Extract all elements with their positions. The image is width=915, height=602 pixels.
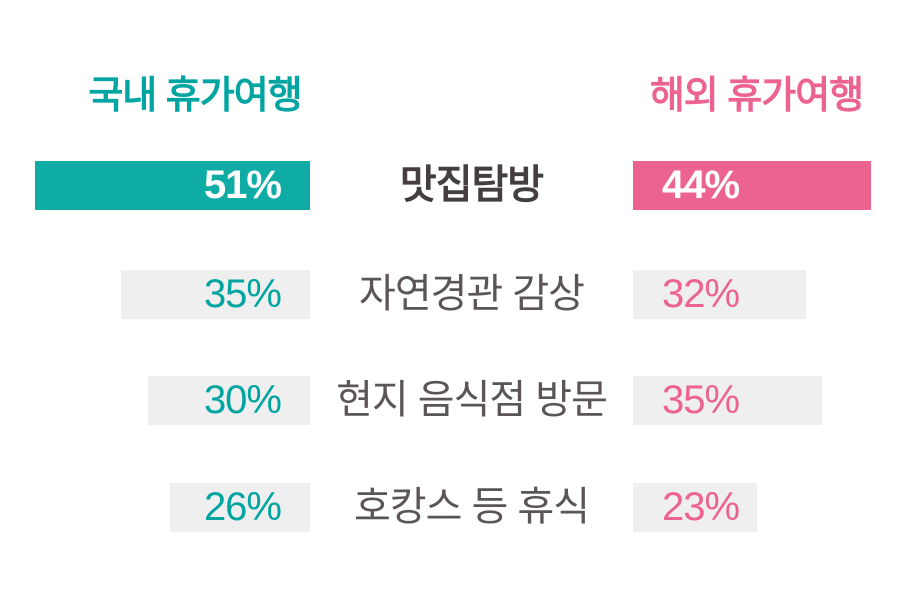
bar-domestic: 30% (148, 376, 310, 425)
category-label: 호캉스 등 휴식 (353, 485, 590, 529)
bar-overseas: 23% (633, 483, 757, 532)
bar-domestic: 26% (170, 483, 310, 532)
bar-value-overseas: 35% (662, 378, 740, 422)
bar-domestic: 35% (121, 270, 310, 319)
bar-value-domestic: 51% (203, 163, 282, 207)
bar-value-domestic: 26% (203, 485, 282, 529)
category-label: 자연경관 감상 (359, 272, 585, 316)
bar-value-overseas: 23% (662, 485, 740, 529)
bar-value-overseas: 44% (662, 163, 740, 207)
category-label: 맛집탐방 (399, 163, 544, 207)
bar-domestic: 51% (35, 161, 310, 210)
category-label: 현지 음식점 방문 (336, 378, 608, 422)
bar-value-domestic: 30% (203, 378, 282, 422)
bar-overseas: 44% (633, 161, 871, 210)
bar-overseas: 32% (633, 270, 806, 319)
bar-overseas: 35% (633, 376, 822, 425)
bar-value-domestic: 35% (203, 272, 282, 316)
legend-overseas-travel: 해외 휴가여행 (649, 75, 864, 117)
legend-domestic-travel: 국내 휴가여행 (88, 75, 302, 117)
bar-value-overseas: 32% (662, 272, 740, 316)
